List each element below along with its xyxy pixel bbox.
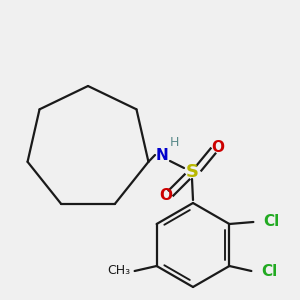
Text: H: H bbox=[169, 136, 179, 149]
Text: N: N bbox=[156, 148, 168, 163]
Text: Cl: Cl bbox=[263, 214, 280, 230]
Text: S: S bbox=[185, 163, 199, 181]
Text: O: O bbox=[212, 140, 224, 155]
Text: CH₃: CH₃ bbox=[107, 265, 130, 278]
Text: O: O bbox=[160, 188, 172, 203]
Text: Cl: Cl bbox=[261, 263, 278, 278]
